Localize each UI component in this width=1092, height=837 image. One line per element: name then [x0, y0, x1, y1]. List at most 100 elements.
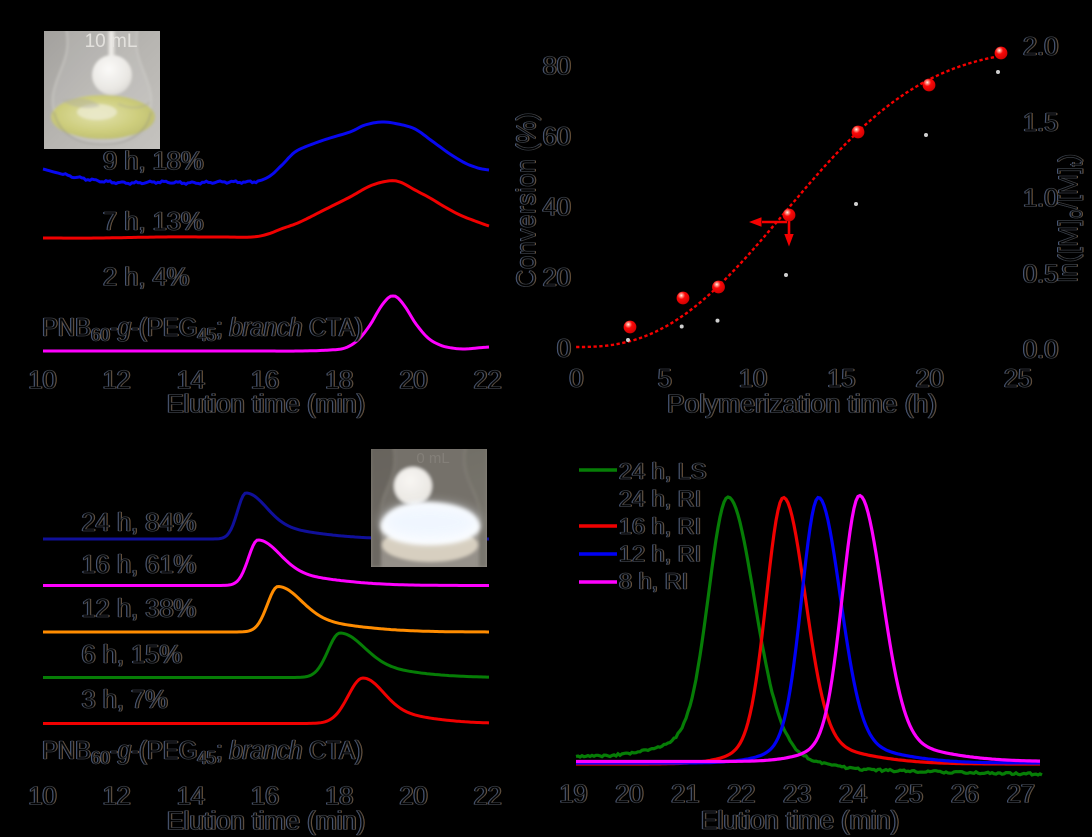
svg-text:20: 20: [399, 367, 427, 395]
svg-text:PNB60-g-(PEG45; branch CTA): PNB60-g-(PEG45; branch CTA): [42, 737, 363, 768]
svg-text:24 h, LS: 24 h, LS: [619, 458, 707, 484]
svg-text:0: 0: [556, 335, 570, 363]
svg-text:19: 19: [559, 780, 587, 808]
svg-text:12 h, RI: 12 h, RI: [618, 541, 700, 567]
svg-text:8 h, RI: 8 h, RI: [620, 568, 689, 594]
svg-text:3 h, 7%: 3 h, 7%: [82, 686, 168, 714]
svg-text:23: 23: [782, 780, 810, 808]
svg-text:20: 20: [398, 367, 426, 395]
svg-text:Elution time (min): Elution time (min): [700, 807, 898, 835]
svg-text:Conversion (%): Conversion (%): [513, 112, 541, 288]
svg-text:20: 20: [400, 783, 428, 811]
svg-text:16 h, RI: 16 h, RI: [619, 513, 701, 539]
svg-text:Elution time (min): Elution time (min): [167, 808, 365, 836]
svg-text:22: 22: [473, 783, 501, 811]
svg-text:18: 18: [324, 783, 352, 811]
svg-text:15: 15: [828, 365, 856, 393]
svg-text:6 h, 15%: 6 h, 15%: [81, 641, 182, 669]
svg-text:12: 12: [104, 783, 132, 811]
svg-text:25: 25: [1003, 365, 1031, 393]
svg-text:12: 12: [102, 367, 130, 395]
svg-text:1.5: 1.5: [1024, 109, 1059, 137]
svg-text:0.0: 0.0: [1022, 336, 1057, 364]
svg-text:60: 60: [542, 123, 570, 151]
svg-text:2 h, 4%: 2 h, 4%: [103, 264, 189, 292]
svg-text:60: 60: [544, 123, 572, 151]
svg-text:12: 12: [104, 367, 132, 395]
svg-text:Elution time (min): Elution time (min): [168, 808, 366, 836]
svg-text:24 h, LS: 24 h, LS: [618, 458, 706, 484]
svg-text:9 h, 18%: 9 h, 18%: [102, 148, 203, 176]
svg-text:8 h, RI: 8 h, RI: [619, 568, 688, 594]
svg-text:16 h, 61%: 16 h, 61%: [83, 551, 198, 579]
svg-text:19: 19: [558, 780, 586, 808]
svg-text:20: 20: [398, 783, 426, 811]
svg-text:22: 22: [475, 367, 503, 395]
svg-text:1.0: 1.0: [1024, 185, 1059, 213]
svg-text:18: 18: [325, 783, 353, 811]
svg-text:24 h, RI: 24 h, RI: [619, 486, 701, 512]
svg-text:0: 0: [557, 335, 571, 363]
svg-text:2 h, 4%: 2 h, 4%: [104, 264, 190, 292]
svg-text:22: 22: [473, 367, 501, 395]
svg-text:0.5: 0.5: [1023, 260, 1058, 288]
svg-text:10: 10: [28, 783, 56, 811]
svg-text:20: 20: [615, 780, 643, 808]
svg-text:18: 18: [325, 367, 353, 395]
svg-text:12 h, 38%: 12 h, 38%: [83, 595, 198, 623]
svg-text:1.0: 1.0: [1023, 185, 1058, 213]
svg-text:10: 10: [27, 783, 55, 811]
svg-text:40: 40: [544, 194, 572, 222]
svg-text:22: 22: [475, 783, 503, 811]
svg-text:7 h, 13%: 7 h, 13%: [104, 208, 205, 236]
svg-text:40: 40: [542, 194, 570, 222]
svg-text:2 h, 4%: 2 h, 4%: [102, 264, 188, 292]
svg-text:2.0: 2.0: [1022, 33, 1057, 61]
svg-text:14: 14: [177, 783, 205, 811]
svg-text:22: 22: [726, 780, 754, 808]
svg-text:Polymerization time (h): Polymerization time (h): [668, 391, 938, 419]
svg-text:14: 14: [176, 783, 204, 811]
svg-text:16: 16: [251, 783, 279, 811]
svg-text:Polymerization time (h): Polymerization time (h): [666, 391, 936, 419]
svg-text:7 h, 13%: 7 h, 13%: [102, 208, 203, 236]
svg-text:21: 21: [670, 780, 698, 808]
svg-text:27: 27: [1007, 780, 1035, 808]
svg-text:Elution time (min): Elution time (min): [166, 390, 364, 418]
svg-text:14: 14: [176, 367, 204, 395]
svg-text:22: 22: [728, 780, 756, 808]
svg-text:12: 12: [102, 783, 130, 811]
svg-text:1.0: 1.0: [1022, 185, 1057, 213]
svg-text:24 h, 84%: 24 h, 84%: [82, 509, 197, 537]
svg-text:20: 20: [614, 780, 642, 808]
svg-text:0.0: 0.0: [1024, 336, 1059, 364]
svg-text:0.0: 0.0: [1023, 336, 1058, 364]
svg-text:24 h, RI: 24 h, RI: [620, 486, 702, 512]
svg-text:Polymerization time (h): Polymerization time (h): [667, 391, 937, 419]
svg-text:12 h, 38%: 12 h, 38%: [81, 595, 196, 623]
svg-text:24: 24: [840, 780, 868, 808]
svg-text:9 h, 18%: 9 h, 18%: [103, 148, 204, 176]
svg-text:PNB60-g-(PEG45; branch CTA): PNB60-g-(PEG45; branch CTA): [41, 737, 362, 768]
svg-text:Conversion (%): Conversion (%): [512, 112, 540, 288]
svg-text:25: 25: [895, 780, 923, 808]
svg-text:10: 10: [29, 783, 57, 811]
svg-text:14: 14: [178, 367, 206, 395]
svg-text:Elution time (min): Elution time (min): [168, 390, 366, 418]
svg-text:10: 10: [738, 365, 766, 393]
svg-text:25: 25: [896, 780, 924, 808]
svg-text:80: 80: [544, 53, 572, 81]
svg-text:10: 10: [28, 367, 56, 395]
svg-text:5: 5: [658, 365, 672, 393]
svg-text:0 mL: 0 mL: [416, 450, 449, 467]
svg-text:1.5: 1.5: [1023, 109, 1058, 137]
svg-text:18: 18: [326, 367, 354, 395]
svg-text:24: 24: [839, 780, 867, 808]
svg-text:16 h, RI: 16 h, RI: [620, 513, 702, 539]
svg-text:ln([M]0/[M]t): ln([M]0/[M]t): [1055, 154, 1086, 283]
svg-text:24 h, LS: 24 h, LS: [620, 458, 708, 484]
svg-text:40: 40: [543, 194, 571, 222]
svg-text:0.5: 0.5: [1022, 260, 1057, 288]
svg-text:80: 80: [542, 53, 570, 81]
svg-text:25: 25: [1005, 365, 1033, 393]
